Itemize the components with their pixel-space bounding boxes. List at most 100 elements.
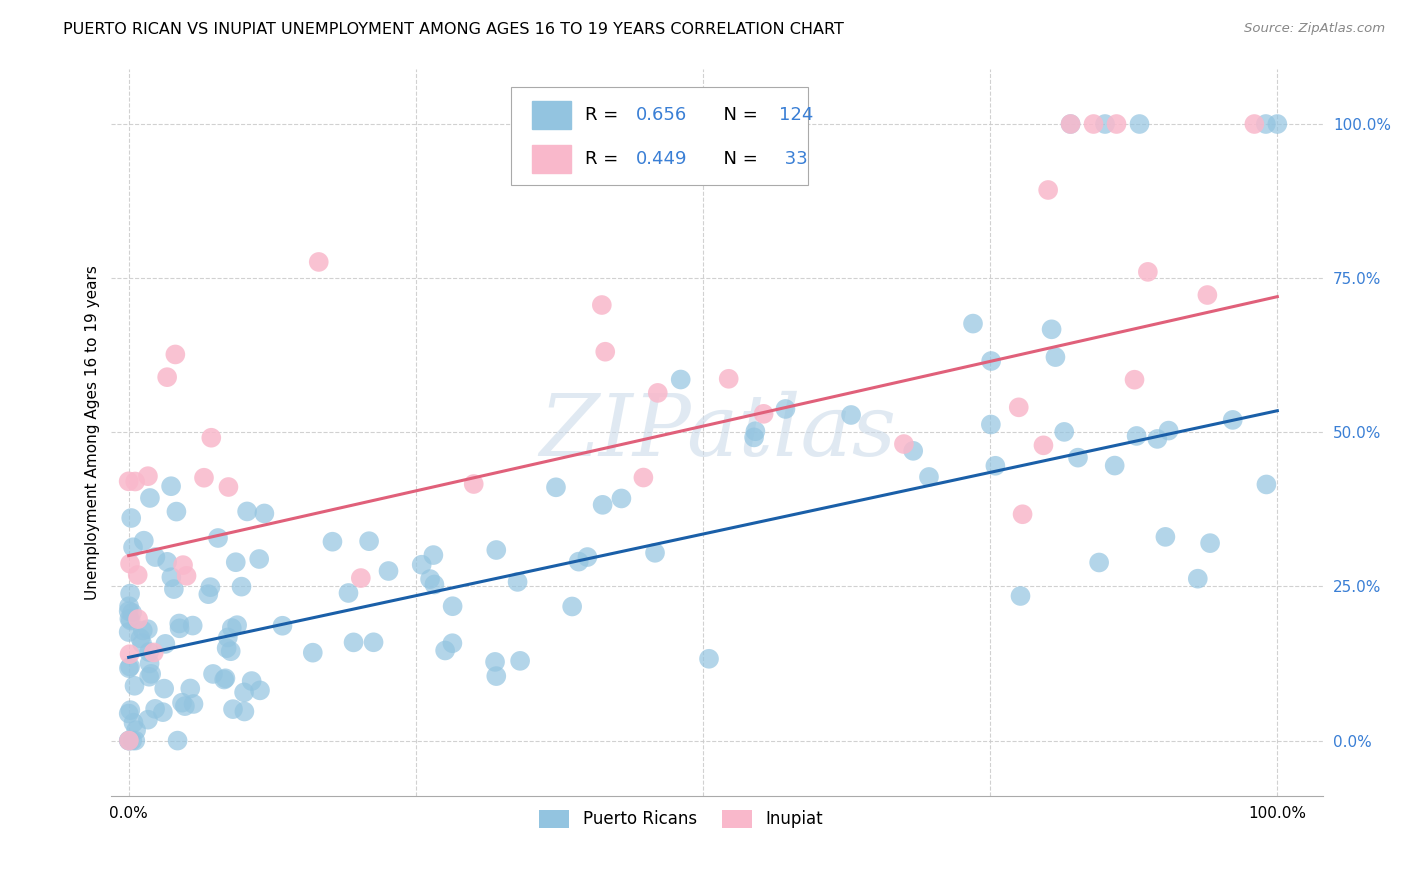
Point: [120, 614, 142, 628]
Point: [249, 683, 271, 698]
Point: [138, 645, 160, 659]
Point: [363, 635, 385, 649]
Point: [219, 644, 242, 658]
Point: [122, 715, 145, 730]
Point: [125, 723, 148, 738]
Point: [1256, 477, 1278, 491]
Point: [145, 550, 167, 565]
Point: [233, 705, 256, 719]
Point: [422, 548, 444, 562]
Point: [165, 505, 187, 519]
Point: [142, 645, 165, 659]
Point: [1083, 117, 1105, 131]
Point: [1128, 117, 1150, 131]
Point: [226, 618, 249, 632]
Text: PUERTO RICAN VS INUPIAT UNEMPLOYMENT AMONG AGES 16 TO 19 YEARS CORRELATION CHART: PUERTO RICAN VS INUPIAT UNEMPLOYMENT AMO…: [63, 22, 844, 37]
Text: N =: N =: [713, 106, 763, 124]
Point: [593, 344, 616, 359]
Point: [231, 580, 253, 594]
Point: [591, 298, 613, 312]
Point: [118, 733, 141, 747]
Point: [156, 370, 179, 384]
Point: [1032, 438, 1054, 452]
Point: [118, 733, 141, 747]
Point: [176, 569, 198, 583]
Point: [644, 546, 666, 560]
Point: [423, 577, 446, 591]
Point: [434, 643, 457, 657]
Point: [980, 354, 1002, 368]
Point: [484, 655, 506, 669]
Point: [893, 437, 915, 451]
Point: [200, 580, 222, 594]
Point: [411, 558, 433, 572]
Point: [155, 637, 177, 651]
Legend: Puerto Ricans, Inupiat: Puerto Ricans, Inupiat: [533, 803, 830, 835]
Point: [197, 587, 219, 601]
Point: [1197, 288, 1219, 302]
Point: [136, 713, 159, 727]
Point: [669, 372, 692, 386]
Point: [633, 470, 655, 484]
Point: [419, 572, 441, 586]
Text: 33: 33: [779, 150, 808, 168]
Point: [1059, 117, 1081, 131]
Point: [509, 654, 531, 668]
Point: [962, 317, 984, 331]
Point: [143, 702, 166, 716]
Point: [1146, 432, 1168, 446]
Text: N =: N =: [713, 150, 763, 168]
Point: [118, 557, 141, 571]
Point: [561, 599, 583, 614]
Point: [156, 555, 179, 569]
Point: [839, 408, 862, 422]
Point: [1045, 350, 1067, 364]
Point: [592, 498, 614, 512]
Point: [193, 471, 215, 485]
Point: [744, 424, 766, 438]
Point: [240, 674, 263, 689]
Point: [247, 552, 270, 566]
Point: [217, 631, 239, 645]
Point: [124, 679, 146, 693]
Point: [127, 612, 149, 626]
Point: [139, 491, 162, 505]
Point: [118, 733, 141, 747]
Point: [141, 666, 163, 681]
Point: [980, 417, 1002, 432]
Point: [918, 470, 941, 484]
Point: [1088, 556, 1111, 570]
Point: [132, 533, 155, 548]
Point: [221, 621, 243, 635]
Point: [1154, 530, 1177, 544]
Point: [118, 604, 141, 618]
Point: [301, 646, 323, 660]
Point: [120, 659, 142, 673]
Text: 124: 124: [779, 106, 814, 124]
Point: [118, 706, 141, 721]
Point: [131, 636, 153, 650]
Text: ZIPatlas: ZIPatlas: [538, 391, 896, 474]
Point: [1011, 508, 1033, 522]
Point: [1008, 401, 1031, 415]
Point: [752, 407, 775, 421]
Point: [321, 534, 343, 549]
Point: [350, 571, 373, 585]
Point: [163, 582, 186, 596]
Point: [1254, 117, 1277, 131]
Point: [1094, 117, 1116, 131]
Point: [1053, 425, 1076, 439]
Point: [742, 430, 765, 444]
Point: [1059, 117, 1081, 131]
Point: [170, 696, 193, 710]
Point: [271, 618, 294, 632]
Point: [118, 661, 141, 675]
Point: [984, 458, 1007, 473]
Point: [129, 632, 152, 646]
Point: [1243, 117, 1265, 131]
Point: [1136, 265, 1159, 279]
Point: [342, 635, 364, 649]
Point: [118, 612, 141, 626]
Point: [775, 401, 797, 416]
Point: [127, 568, 149, 582]
